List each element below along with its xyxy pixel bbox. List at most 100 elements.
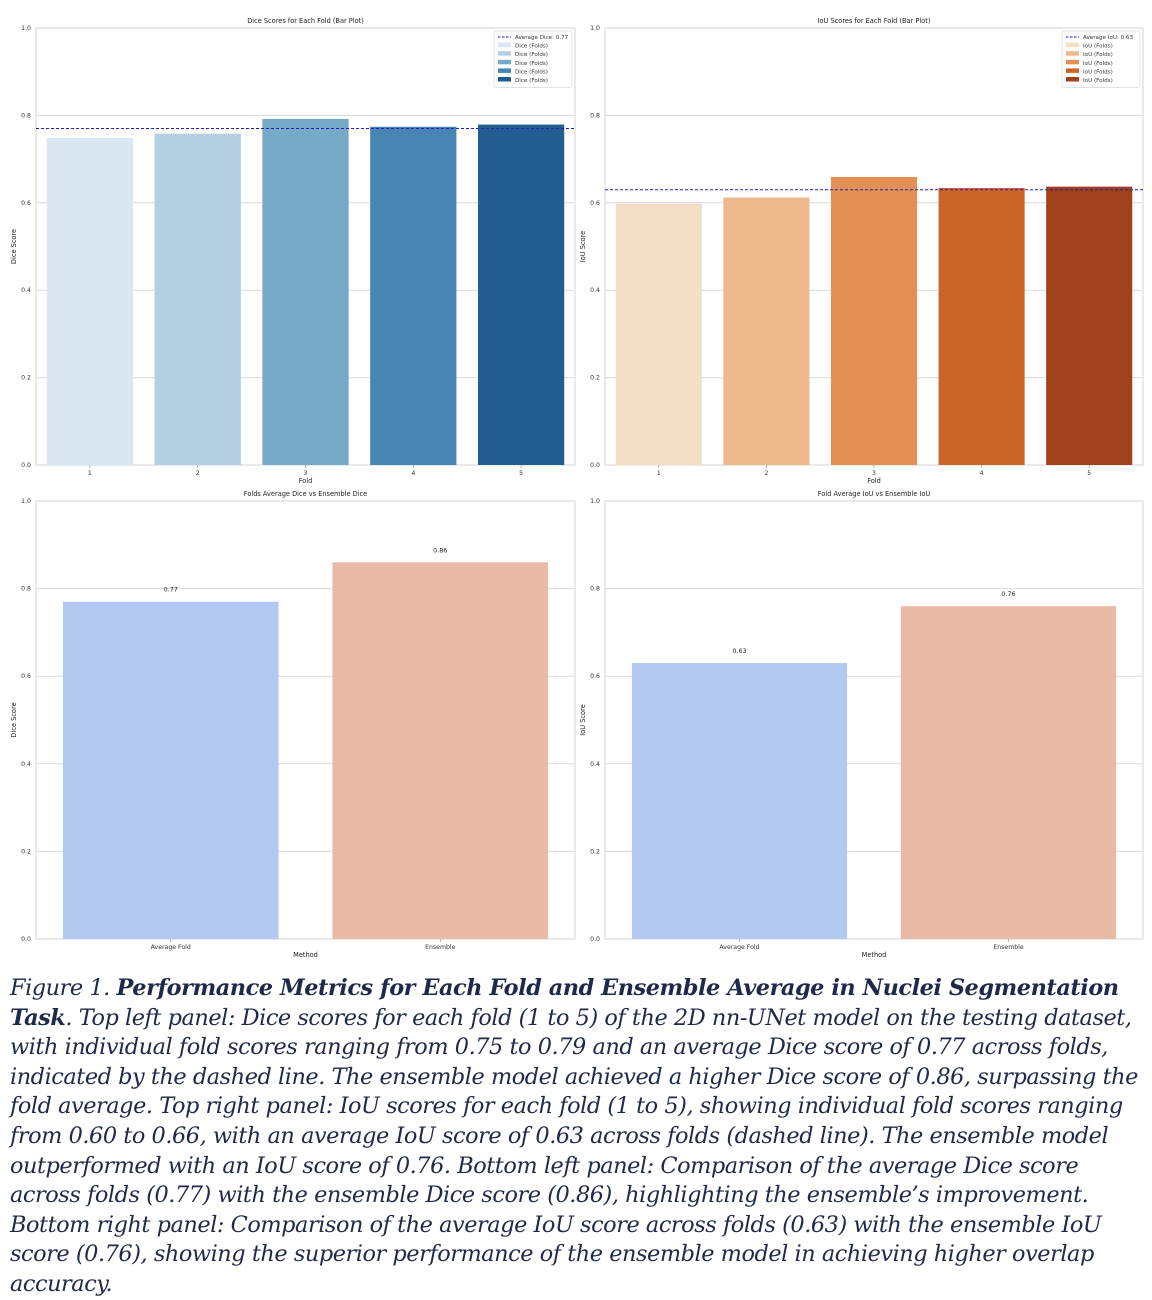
x-axis-label: Fold bbox=[299, 477, 313, 485]
legend-swatch bbox=[1066, 51, 1079, 56]
legend-box bbox=[493, 30, 573, 88]
x-axis-label: Method bbox=[862, 951, 887, 959]
x-tick-label: 1 bbox=[88, 470, 92, 477]
x-tick-label: 3 bbox=[872, 470, 876, 477]
chart-title: IoU Scores for Each Fold (Bar Plot) bbox=[818, 17, 931, 25]
y-tick-label: 0.0 bbox=[590, 462, 600, 469]
chart-panel-4: 0.0 0.2 0.4 0.6 0.8 1.0 Average Fold 0.63 Ensemb… bbox=[579, 490, 1144, 959]
legend-swatch bbox=[1066, 77, 1079, 82]
legend-swatch bbox=[1066, 42, 1079, 48]
y-tick-label: 0.6 bbox=[21, 673, 31, 680]
caption-title: Performance Metrics for Each Fold and En… bbox=[10, 975, 1119, 1031]
x-tick-label: 2 bbox=[764, 470, 768, 477]
bar bbox=[46, 138, 134, 465]
y-tick-label: 0.8 bbox=[21, 586, 31, 593]
legend-label: Dice (Folds) bbox=[515, 44, 548, 50]
x-tick-label: 5 bbox=[519, 470, 523, 477]
legend: Average Dice: 0.77 Dice (Folds) Dice (Fold… bbox=[493, 30, 573, 88]
bar bbox=[154, 133, 241, 465]
bar bbox=[900, 606, 1117, 939]
x-tick-label: Ensemble bbox=[993, 944, 1024, 951]
chart-panel-1: 0.0 0.2 0.4 0.6 0.8 1.0 1 2 3 4 5 Dice Scores for E… bbox=[10, 17, 576, 485]
y-tick-label: 0.2 bbox=[21, 375, 31, 382]
legend-swatch bbox=[498, 77, 511, 82]
caption-label: Figure 1. bbox=[10, 975, 117, 1001]
legend-box bbox=[1061, 30, 1141, 88]
y-tick-label: 0.4 bbox=[21, 287, 31, 294]
bar bbox=[332, 562, 549, 939]
legend-label: Average IoU: 0.63 bbox=[1083, 35, 1133, 41]
bar bbox=[615, 203, 702, 465]
x-tick-label: 3 bbox=[304, 470, 308, 477]
y-tick-label: 0.0 bbox=[590, 936, 600, 943]
y-tick-label: 0.2 bbox=[21, 848, 31, 855]
x-tick-label: Average Fold bbox=[151, 944, 191, 951]
legend-label: IoU (Folds) bbox=[1083, 52, 1113, 58]
y-tick-label: 0.0 bbox=[21, 936, 31, 943]
legend-swatch bbox=[498, 59, 511, 65]
x-tick-label: 2 bbox=[196, 470, 200, 477]
chart-title: Folds Average Dice vs Ensemble Dice bbox=[244, 490, 367, 498]
y-tick-label: 0.8 bbox=[21, 112, 31, 119]
x-axis-label: Method bbox=[293, 951, 318, 959]
data-label: 0.86 bbox=[433, 546, 447, 554]
legend-label: IoU (Folds) bbox=[1083, 78, 1113, 84]
bar bbox=[631, 663, 848, 939]
x-tick-label: Average Fold bbox=[719, 944, 759, 951]
y-tick-label: 1.0 bbox=[590, 25, 600, 32]
y-tick-label: 0.6 bbox=[21, 200, 31, 207]
data-label: 0.76 bbox=[1001, 590, 1015, 598]
legend-swatch bbox=[1066, 68, 1079, 73]
chart-panel-2: 0.0 0.2 0.4 0.6 0.8 1.0 1 2 3 4 5 IoU Scores for Ea… bbox=[579, 17, 1144, 485]
x-tick-label: Ensemble bbox=[425, 944, 456, 951]
y-tick-label: 0.4 bbox=[590, 761, 600, 768]
y-axis-label: IoU Score bbox=[579, 231, 587, 262]
caption-body: . Top left panel: Dice scores for each f… bbox=[10, 1004, 1138, 1297]
chart-panel-3: 0.0 0.2 0.4 0.6 0.8 1.0 Average Fold 0.77 Ensemb… bbox=[10, 490, 576, 959]
x-tick-label: 4 bbox=[980, 470, 984, 477]
legend-swatch bbox=[498, 68, 511, 73]
bar bbox=[477, 124, 565, 466]
chart-title: Fold Average IoU vs Ensemble IoU bbox=[818, 490, 931, 498]
bar bbox=[938, 187, 1025, 465]
y-tick-label: 0.8 bbox=[590, 586, 600, 593]
y-tick-label: 0.4 bbox=[21, 761, 31, 768]
figure-caption: Figure 1. Performance Metrics for Each F… bbox=[10, 974, 1146, 1300]
bar bbox=[262, 118, 349, 465]
legend-label: IoU (Folds) bbox=[1083, 61, 1113, 67]
legend-label: Dice (Folds) bbox=[515, 69, 548, 75]
data-label: 0.77 bbox=[164, 586, 178, 594]
legend-label: Average Dice: 0.77 bbox=[515, 35, 569, 41]
bar bbox=[723, 197, 810, 465]
y-tick-label: 1.0 bbox=[590, 498, 600, 505]
legend-swatch bbox=[1066, 59, 1079, 65]
x-axis-label: Fold bbox=[867, 477, 881, 485]
y-tick-label: 0.6 bbox=[590, 200, 600, 207]
y-tick-label: 0.2 bbox=[590, 375, 600, 382]
legend-swatch bbox=[498, 42, 511, 48]
legend-label: Dice (Folds) bbox=[515, 52, 548, 58]
y-axis-label: Dice Score bbox=[10, 229, 18, 264]
y-tick-label: 0.6 bbox=[590, 673, 600, 680]
y-tick-label: 0.4 bbox=[590, 287, 600, 294]
x-tick-label: 1 bbox=[657, 470, 661, 477]
bar bbox=[1046, 186, 1133, 466]
y-axis-label: IoU Score bbox=[579, 704, 587, 735]
legend-label: Dice (Folds) bbox=[515, 78, 548, 84]
bar bbox=[62, 601, 279, 939]
data-label: 0.63 bbox=[732, 647, 746, 655]
figure-charts: 0.0 0.2 0.4 0.6 0.8 1.0 1 2 3 4 5 Dice Scores for E… bbox=[10, 17, 1144, 959]
x-tick-label: 4 bbox=[411, 470, 415, 477]
bar bbox=[370, 126, 457, 466]
legend-swatch bbox=[498, 51, 511, 56]
legend-label: IoU (Folds) bbox=[1083, 69, 1113, 75]
chart-title: Dice Scores for Each Fold (Bar Plot) bbox=[247, 17, 364, 25]
x-tick-label: 5 bbox=[1087, 470, 1091, 477]
y-tick-label: 0.0 bbox=[21, 462, 31, 469]
bar bbox=[830, 177, 918, 465]
legend: Average IoU: 0.63 IoU (Folds) IoU (Folds) I… bbox=[1061, 30, 1141, 88]
y-tick-label: 0.2 bbox=[590, 848, 600, 855]
y-tick-label: 1.0 bbox=[21, 498, 31, 505]
legend-label: IoU (Folds) bbox=[1083, 44, 1113, 50]
legend-label: Dice (Folds) bbox=[515, 61, 548, 67]
